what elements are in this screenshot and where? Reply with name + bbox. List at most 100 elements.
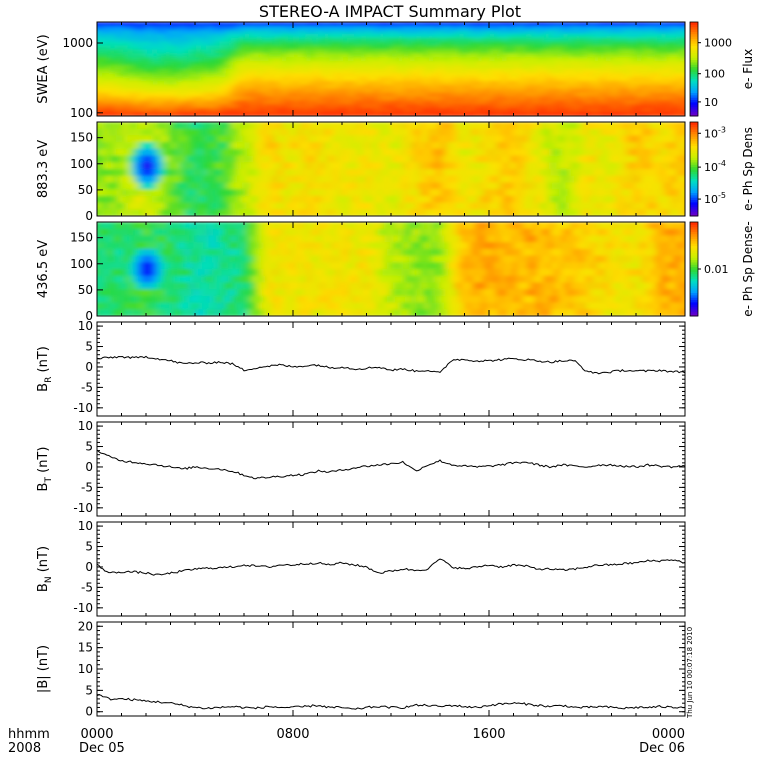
colorbar-cell (690, 166, 698, 170)
spectrogram-cell (290, 128, 295, 137)
spectrogram-cell (105, 248, 111, 257)
spectrogram-cell (168, 182, 174, 190)
spectrogram-cell (623, 92, 631, 98)
spectrogram-cell (170, 45, 178, 51)
spectrogram-cell (470, 108, 478, 113)
spectrogram-cell (176, 29, 184, 35)
spectrogram-cell (348, 25, 355, 31)
spectrogram-cell (660, 92, 668, 98)
spectrogram-cell (305, 29, 312, 35)
spectrogram-cell (550, 49, 557, 54)
spectrogram-cell (147, 295, 153, 304)
spectrogram-cell (378, 104, 386, 109)
spectrogram-cell (476, 41, 484, 47)
spectrogram-cell (533, 189, 539, 197)
spectrogram-cell (415, 104, 423, 109)
spectrogram-cell (622, 155, 627, 163)
spectrogram-cell (519, 45, 527, 51)
spectrogram-cell (152, 69, 159, 74)
spectrogram-cell (273, 122, 279, 130)
spectrogram-cell (181, 142, 186, 150)
spectrogram-cell (525, 22, 533, 27)
spectrogram-cell (366, 84, 374, 90)
spectrogram-cell (164, 69, 172, 74)
spectrogram-cell (622, 148, 627, 157)
spectrogram-cell (176, 112, 184, 116)
spectrogram-cell (139, 41, 147, 47)
spectrogram-cell (185, 182, 190, 190)
spectrogram-cell (185, 189, 190, 197)
spectrogram-cell (596, 189, 602, 197)
spectrogram-cell (286, 104, 294, 109)
spectrogram-cell (176, 295, 182, 304)
spectrogram-cell (176, 53, 184, 58)
spectrogram-cell (342, 41, 349, 47)
spectrogram-cell (391, 88, 398, 94)
spectrogram-cell (382, 182, 388, 190)
spectrogram-cell (512, 182, 518, 190)
spectrogram-cell (164, 57, 172, 62)
spectrogram-cell (185, 275, 190, 284)
spectrogram-cell (495, 25, 502, 31)
spectrogram-cell (609, 135, 615, 143)
spectrogram-cell (213, 69, 221, 74)
spectrogram-cell (458, 61, 466, 66)
spectrogram-cell (115, 41, 123, 47)
spectrogram-cell (252, 182, 258, 190)
spectrogram-cell (231, 49, 239, 54)
spectrogram-cell (121, 61, 129, 66)
spectrogram-cell (323, 182, 329, 190)
spectrogram-cell (458, 92, 466, 98)
spectrogram-cell (464, 49, 472, 54)
spectrogram-cell (348, 22, 355, 27)
spectrogram-cell (103, 92, 110, 98)
spectrogram-cell (538, 175, 543, 184)
colorbar-cell (690, 45, 698, 49)
spectrogram-cell (395, 155, 400, 163)
spectrogram-cell (115, 108, 123, 113)
spectrogram-cell (475, 182, 480, 190)
spectrogram-cell (519, 69, 527, 74)
spectrogram-cell (626, 128, 631, 137)
spectrogram-cell (147, 142, 153, 150)
spectrogram-cell (252, 195, 258, 204)
spectrogram-cell (384, 108, 392, 113)
spectrogram-cell (286, 80, 294, 86)
spectrogram-cell (168, 248, 174, 257)
spectrogram-cell (207, 29, 214, 35)
spectrogram-cell (592, 122, 598, 130)
spectrogram-cell (103, 80, 110, 86)
spectrogram-cell (409, 22, 417, 27)
spectrogram-cell (354, 65, 361, 70)
spectrogram-cell (202, 155, 207, 163)
spectrogram-cell (109, 25, 116, 31)
spectrogram-cell (328, 148, 333, 157)
spectrogram-cell (197, 182, 203, 190)
spectrogram-cell (440, 96, 447, 101)
spectrogram-cell (568, 25, 576, 31)
spectrogram-cell (323, 84, 331, 90)
spectrogram-cell (593, 88, 600, 94)
spectrogram-cell (479, 175, 484, 184)
spectrogram-cell (593, 69, 600, 74)
spectrogram-cell (496, 128, 501, 137)
spectrogram-cell (470, 128, 476, 137)
spectrogram-cell (365, 195, 371, 204)
spectrogram-cell (225, 92, 233, 98)
spectrogram-cell (323, 41, 331, 47)
spectrogram-cell (556, 22, 564, 27)
spectrogram-cell (182, 41, 190, 47)
spectrogram-cell (466, 155, 472, 163)
spectrogram-cell (495, 57, 502, 62)
spectrogram-cell (188, 57, 196, 62)
spectrogram-cell (146, 29, 153, 35)
spectrogram-cell (97, 122, 102, 130)
spectrogram-cell (294, 122, 300, 130)
spectrogram-cell (452, 61, 459, 66)
spectrogram-cell (643, 209, 648, 216)
spectrogram-cell (105, 242, 111, 250)
spectrogram-cell (611, 72, 619, 78)
spectrogram-cell (517, 209, 522, 216)
spectrogram-cell (172, 189, 178, 197)
spectrogram-cell (262, 45, 270, 51)
